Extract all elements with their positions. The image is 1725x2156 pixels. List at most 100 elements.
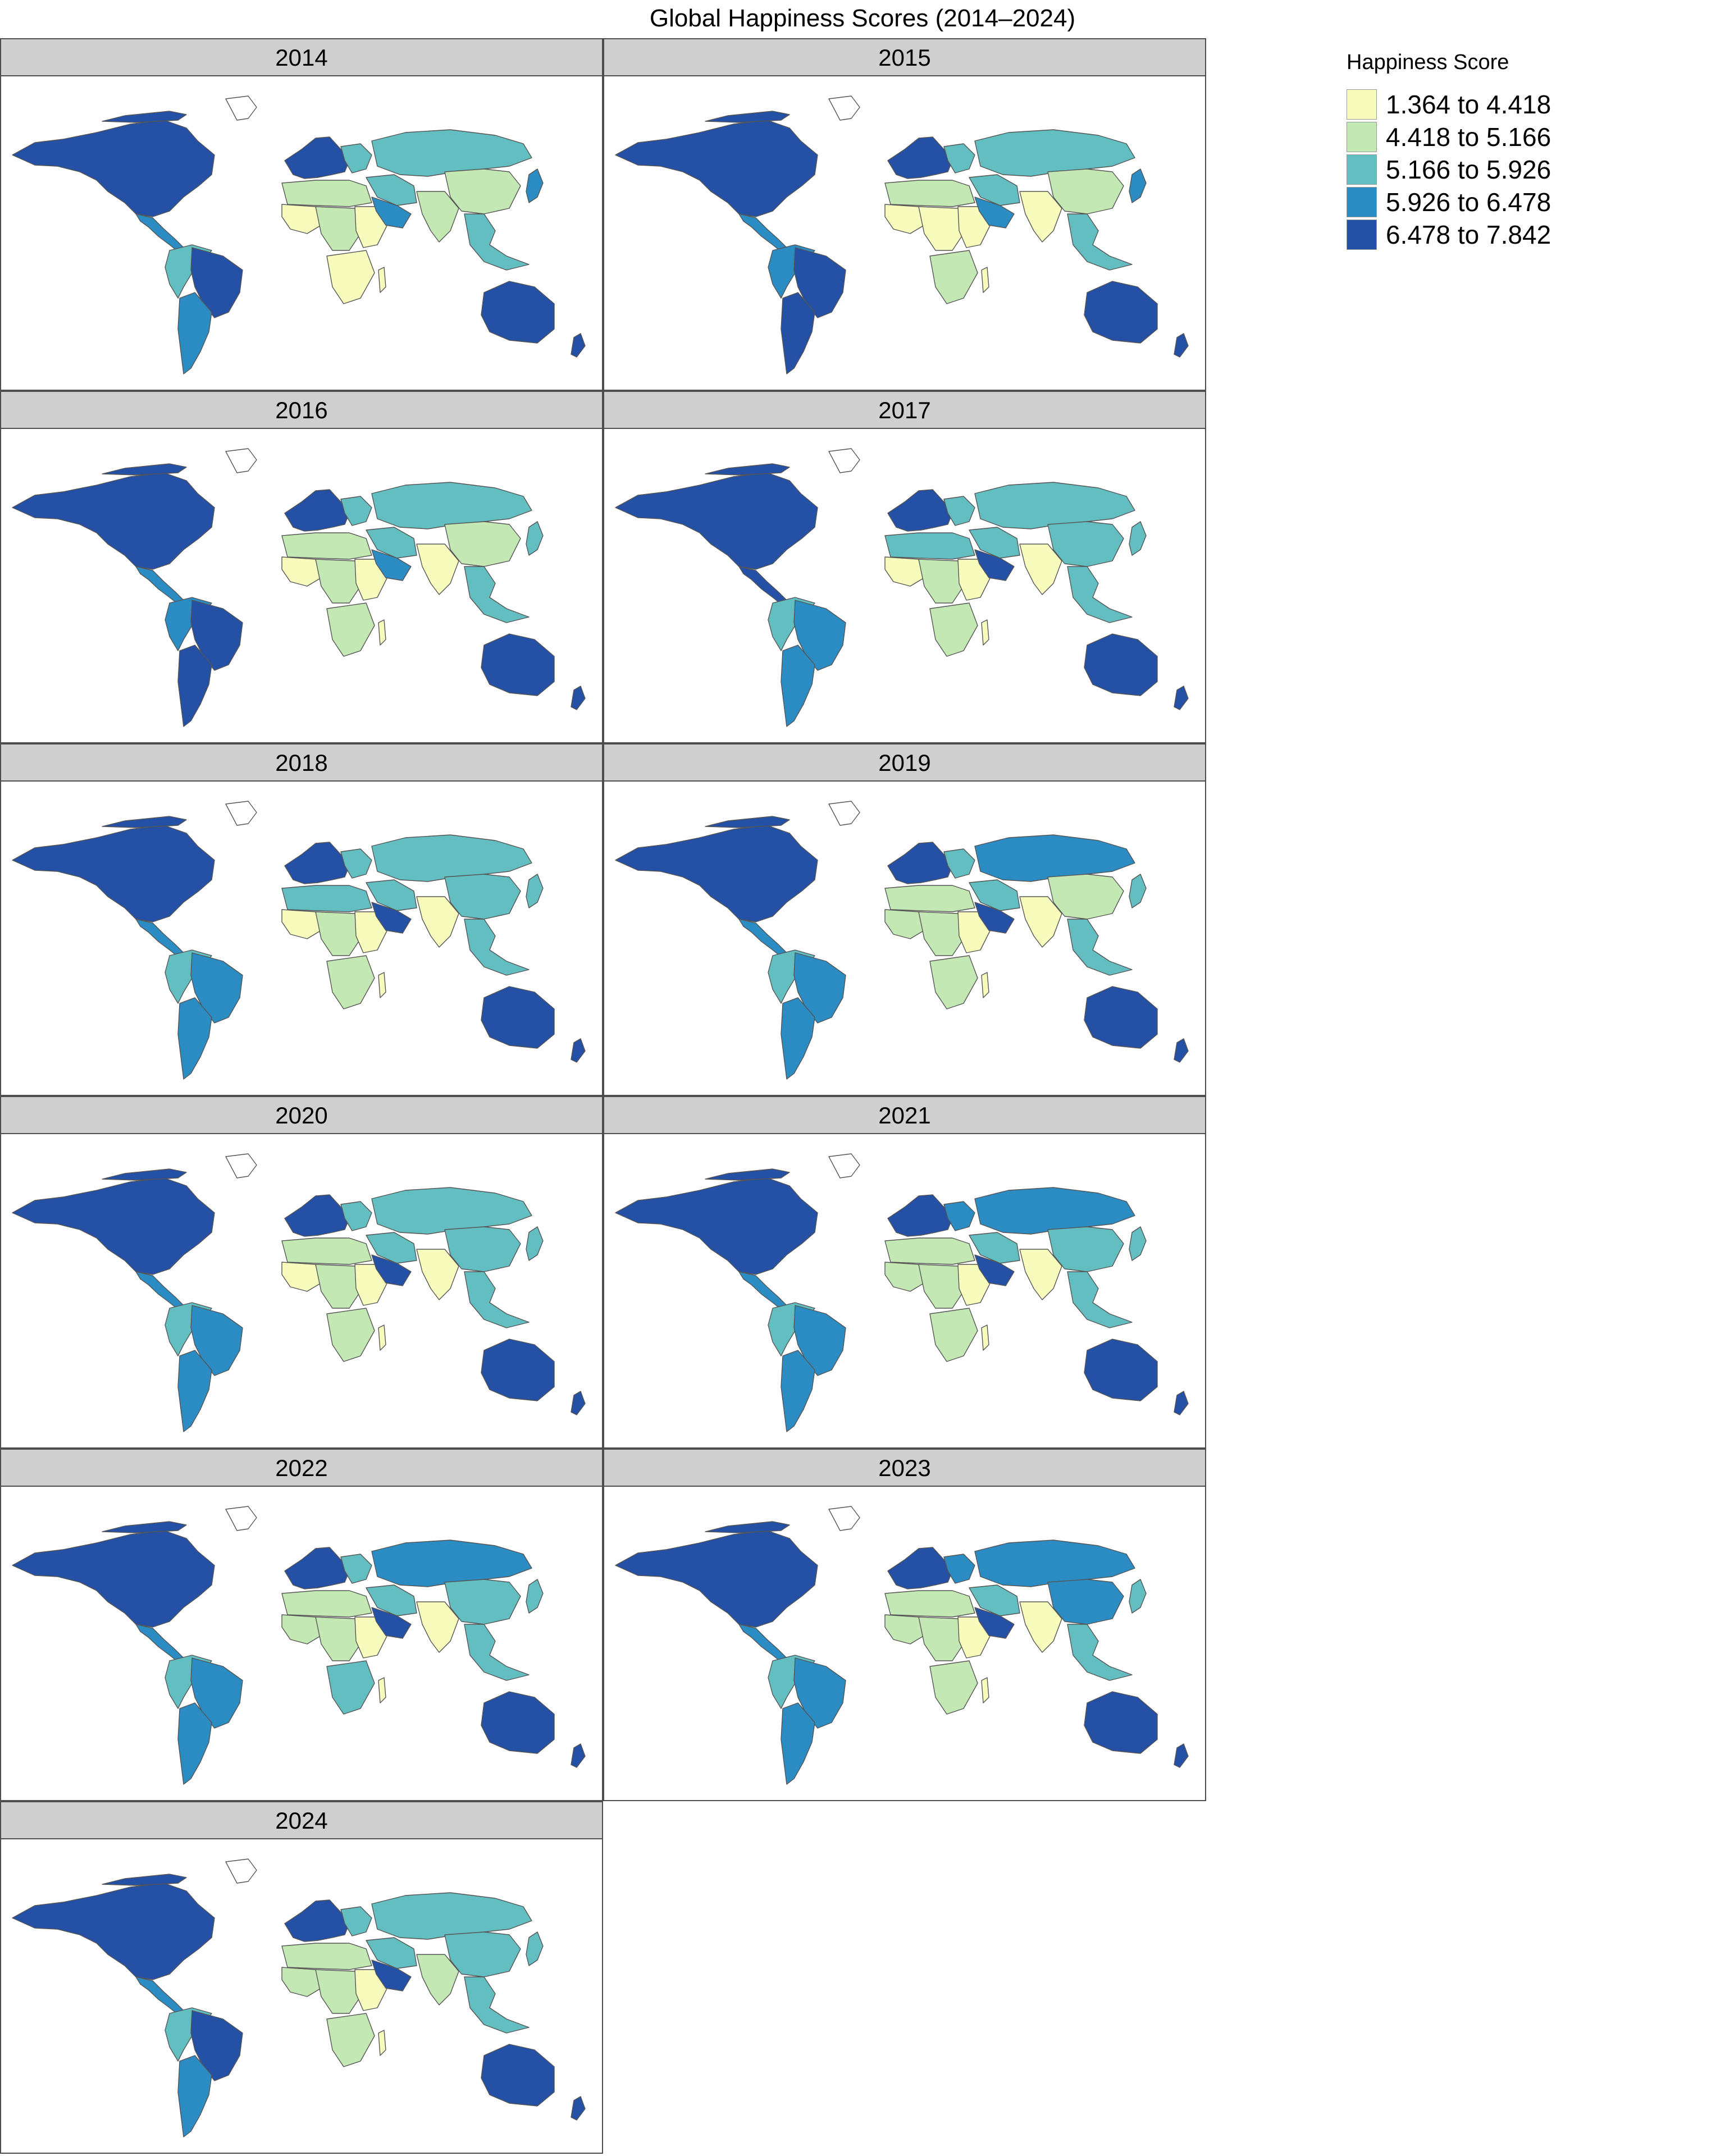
region-brazil [793,247,846,318]
region-central-america [738,1271,787,1310]
region-europe-east [943,848,975,879]
region-europe-east [340,1201,372,1231]
region-central-africa [918,206,964,251]
region-new-zealand [571,686,586,710]
region-arabia [371,549,412,581]
region-europe-east [943,1201,975,1231]
region-middle-east [366,879,417,911]
region-central-africa [315,911,361,956]
region-madagascar [981,1677,989,1703]
region-central-africa [315,206,361,251]
region-greenland [828,1506,860,1531]
panel-year-label: 2023 [604,1450,1205,1487]
region-madagascar [378,972,386,998]
region-europe-east [943,496,975,526]
region-canada-islands [705,816,790,828]
region-russia-central-asia [974,1540,1135,1587]
region-greenland [225,1858,257,1884]
region-japan [1129,874,1147,908]
region-china [1047,168,1124,214]
region-southeast-asia [1067,566,1133,623]
region-north-africa [281,885,372,912]
legend-item: 1.364 to 4.418 [1347,88,1551,121]
legend-label: 6.478 to 7.842 [1386,220,1551,249]
region-north-america [12,825,215,922]
map-panel-2018: 2018 [0,743,603,1096]
region-southeast-asia [464,1271,530,1328]
region-south-asia [1019,1601,1062,1653]
panel-year-label: 2021 [604,1097,1205,1134]
region-southeast-asia [464,1624,530,1681]
region-middle-east [969,879,1020,911]
region-brazil [190,247,243,318]
region-australia [1084,633,1158,696]
region-southeast-asia [1067,213,1133,271]
region-new-zealand [1174,1391,1189,1415]
region-europe-west [887,1194,953,1237]
region-greenland [828,95,860,121]
region-southern-africa [326,250,375,304]
region-brazil [190,952,243,1024]
region-north-america [12,1530,215,1628]
region-new-zealand [1174,1743,1189,1768]
region-central-africa [918,911,964,956]
legend-swatch [1347,187,1377,217]
region-arabia [371,1607,412,1639]
region-north-africa [884,532,975,560]
region-greenland [225,448,257,473]
region-madagascar [981,619,989,646]
legend-item: 4.418 to 5.166 [1347,121,1551,153]
map-panel-2017: 2017 [603,391,1206,743]
region-arabia [371,902,412,934]
region-europe-east [340,496,372,526]
region-south-america-south [177,645,212,727]
region-china [444,1931,521,1977]
region-southern-africa [326,955,375,1010]
region-west-africa [281,1967,322,1997]
region-japan [526,1931,544,1966]
region-greenland [828,801,860,826]
region-europe-west [887,1547,953,1589]
region-central-america [135,1624,184,1662]
region-madagascar [981,267,989,293]
region-europe-east [340,1906,372,1936]
region-australia [481,281,555,344]
region-australia [1084,1691,1158,1754]
world-map [615,448,1189,727]
region-greenland [225,801,257,826]
region-southern-africa [326,1660,375,1715]
map-panel-2015: 2015 [603,38,1206,391]
region-canada-islands [102,463,187,476]
region-south-america-south [177,1702,212,1785]
panel-year-label: 2020 [1,1097,602,1134]
region-europe-east [340,1554,372,1584]
region-russia-central-asia [974,834,1135,882]
map-panel-2020: 2020 [0,1096,603,1449]
region-north-america [12,472,215,570]
region-arabia [974,1607,1015,1639]
legend-swatch [1347,220,1377,250]
world-map [12,801,586,1080]
region-southeast-asia [464,1976,530,2034]
region-greenland [225,1153,257,1179]
region-greenland [225,95,257,121]
region-southeast-asia [464,919,530,976]
map-panel-2022: 2022 [0,1449,603,1801]
world-map [12,1858,586,2137]
region-europe-east [340,143,372,173]
region-south-america-south [177,997,212,1080]
region-southern-africa [929,955,978,1010]
region-south-america-south [781,1350,815,1432]
region-south-asia [1019,191,1062,243]
legend: Happiness Score 1.364 to 4.418 4.418 to 5… [1347,51,1551,251]
region-southern-africa [929,1308,978,1362]
region-north-america [615,1530,818,1628]
region-central-america [135,213,184,252]
region-madagascar [378,2030,386,2056]
region-central-africa [315,1969,361,2014]
region-canada-islands [705,111,790,123]
region-south-america-south [177,2055,212,2137]
region-southeast-asia [1067,1271,1133,1328]
region-europe-west [284,842,350,884]
region-central-africa [918,1264,964,1309]
